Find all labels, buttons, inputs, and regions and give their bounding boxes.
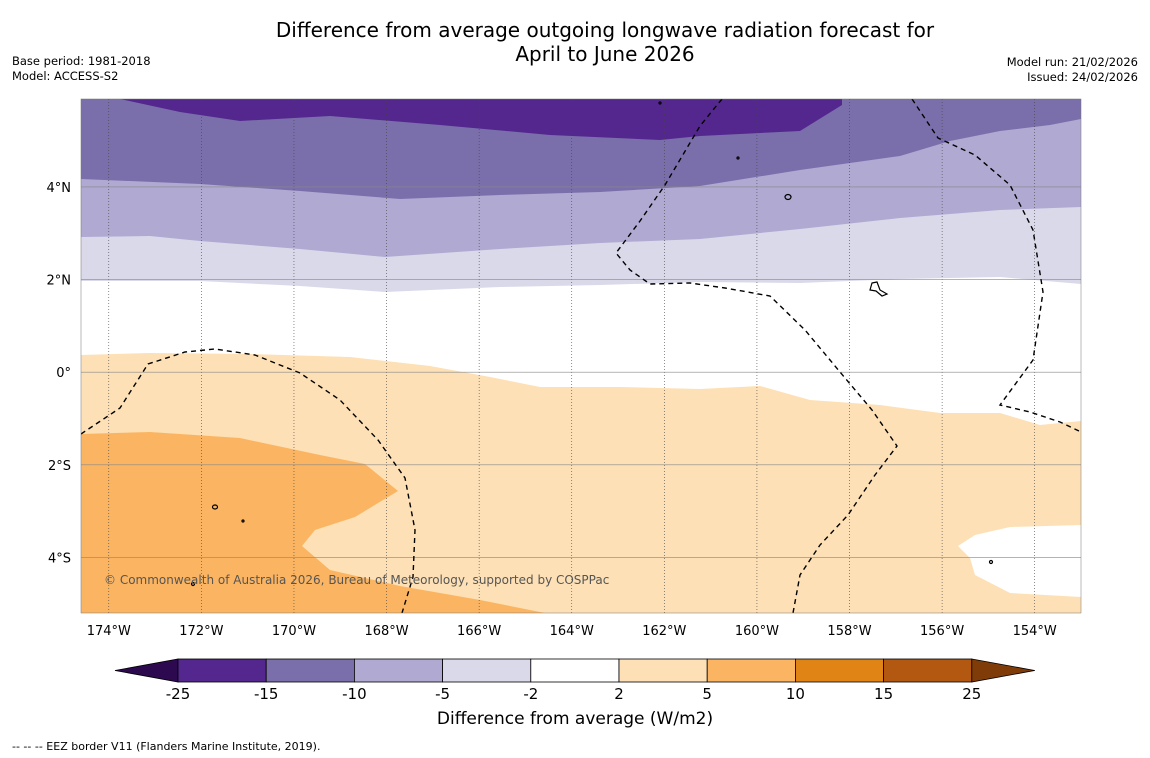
lat-tick-label-2: 0° bbox=[56, 366, 71, 381]
lon-tick-label-0: 174°W bbox=[87, 624, 131, 639]
colorbar-swatch-0 bbox=[177, 658, 267, 683]
base-period: Base period: 1981-2018 bbox=[12, 54, 151, 68]
eez-footnote: -- -- -- EEZ border V11 (Flanders Marine… bbox=[12, 740, 321, 753]
map-frame bbox=[80, 98, 1082, 614]
lat-tick-label-3: 2°S bbox=[48, 459, 71, 474]
band-2-5 bbox=[81, 353, 1081, 613]
colorbar-tick-label-1: -15 bbox=[254, 685, 279, 703]
colorbar-swatch-6 bbox=[706, 658, 796, 683]
latitude-labels: 4°N 2°N 0° 2°S 4°S bbox=[47, 181, 72, 566]
lat-tick-label-0: 4°N bbox=[47, 181, 72, 196]
colorbar-swatch-2 bbox=[353, 658, 443, 683]
colorbar-swatch-3 bbox=[442, 658, 532, 683]
island-4 bbox=[190, 581, 196, 587]
lon-tick-label-4: 166°W bbox=[457, 624, 501, 639]
lon-tick-label-7: 160°W bbox=[735, 624, 779, 639]
lon-tick-label-9: 156°W bbox=[920, 624, 964, 639]
island-6 bbox=[658, 101, 662, 105]
model-run: Model run: 21/02/2026 bbox=[1006, 55, 1138, 69]
band-5-10-southwest bbox=[81, 432, 545, 613]
island-2 bbox=[869, 281, 889, 297]
eez-border-central bbox=[615, 99, 898, 613]
island-1 bbox=[784, 193, 792, 201]
island-7 bbox=[988, 559, 994, 565]
lat-tick-label-4: 4°S bbox=[48, 551, 71, 566]
chart-title: Difference from average outgoing longwav… bbox=[180, 18, 1030, 66]
lon-tick-label-2: 170°W bbox=[272, 624, 316, 639]
colorbar-tick-label-3: -5 bbox=[435, 685, 450, 703]
graticule bbox=[81, 99, 1081, 613]
lon-tick-label-10: 154°W bbox=[1013, 624, 1057, 639]
eez-borders bbox=[81, 99, 1081, 613]
metadata-left: Base period: 1981-2018 Model: ACCESS-S2 bbox=[12, 54, 151, 84]
lon-tick-label-1: 172°W bbox=[179, 624, 223, 639]
colorbar-swatch-7 bbox=[795, 658, 885, 683]
issued-date: Issued: 24/02/2026 bbox=[1027, 70, 1138, 84]
band-neutral-southeast bbox=[958, 525, 1081, 597]
copyright-notice: © Commonwealth of Australia 2026, Bureau… bbox=[104, 573, 609, 587]
colorbar-extend-min bbox=[114, 658, 179, 683]
colorbar-tick-label-0: -25 bbox=[166, 685, 191, 703]
colorbar-extend-max bbox=[971, 658, 1035, 683]
colorbar-tick-label-4: -2 bbox=[523, 685, 538, 703]
lat-tick-label-1: 2°N bbox=[47, 274, 72, 289]
colorbar: -25 -15 -10 -5 -2 2 5 10 15 25 bbox=[114, 658, 1035, 703]
colorbar-swatch-8 bbox=[883, 658, 973, 683]
colorbar-tick-label-2: -10 bbox=[342, 685, 367, 703]
lon-tick-label-6: 162°W bbox=[642, 624, 686, 639]
lon-tick-label-8: 158°W bbox=[827, 624, 871, 639]
eez-border-east bbox=[911, 99, 1081, 433]
title-line-2: April to June 2026 bbox=[515, 42, 695, 66]
lon-tick-label-3: 168°W bbox=[364, 624, 408, 639]
map-plot-area: © Commonwealth of Australia 2026, Bureau… bbox=[81, 99, 1081, 613]
colorbar-swatch-4 bbox=[530, 658, 620, 683]
metadata-right: Model run: 21/02/2026 Issued: 24/02/2026 bbox=[1007, 55, 1138, 85]
islands bbox=[190, 101, 994, 587]
lon-tick-label-5: 164°W bbox=[550, 624, 594, 639]
colorbar-tick-label-5: 2 bbox=[614, 685, 624, 703]
band-minus15-minus10 bbox=[81, 99, 1081, 199]
colorbar-tick-label-7: 10 bbox=[786, 685, 805, 703]
band-minus25-minus15 bbox=[120, 99, 842, 140]
colorbar-swatch-1 bbox=[265, 658, 355, 683]
colorbar-title: Difference from average (W/m2) bbox=[436, 709, 714, 729]
colorbar-swatch-5 bbox=[618, 658, 708, 683]
longitude-labels: 174°W 172°W 170°W 168°W 166°W 164°W 162°W 160°W… bbox=[87, 624, 1057, 639]
island-3 bbox=[211, 504, 219, 510]
model-name: Model: ACCESS-S2 bbox=[12, 69, 119, 83]
colorbar-tick-label-8: 15 bbox=[874, 685, 893, 703]
island-5 bbox=[736, 156, 740, 160]
colorbar-tick-label-6: 5 bbox=[702, 685, 712, 703]
island-8 bbox=[241, 519, 245, 523]
title-line-1: Difference from average outgoing longwav… bbox=[275, 18, 935, 42]
eez-border-west bbox=[81, 348, 416, 613]
colorbar-tick-label-9: 25 bbox=[962, 685, 981, 703]
